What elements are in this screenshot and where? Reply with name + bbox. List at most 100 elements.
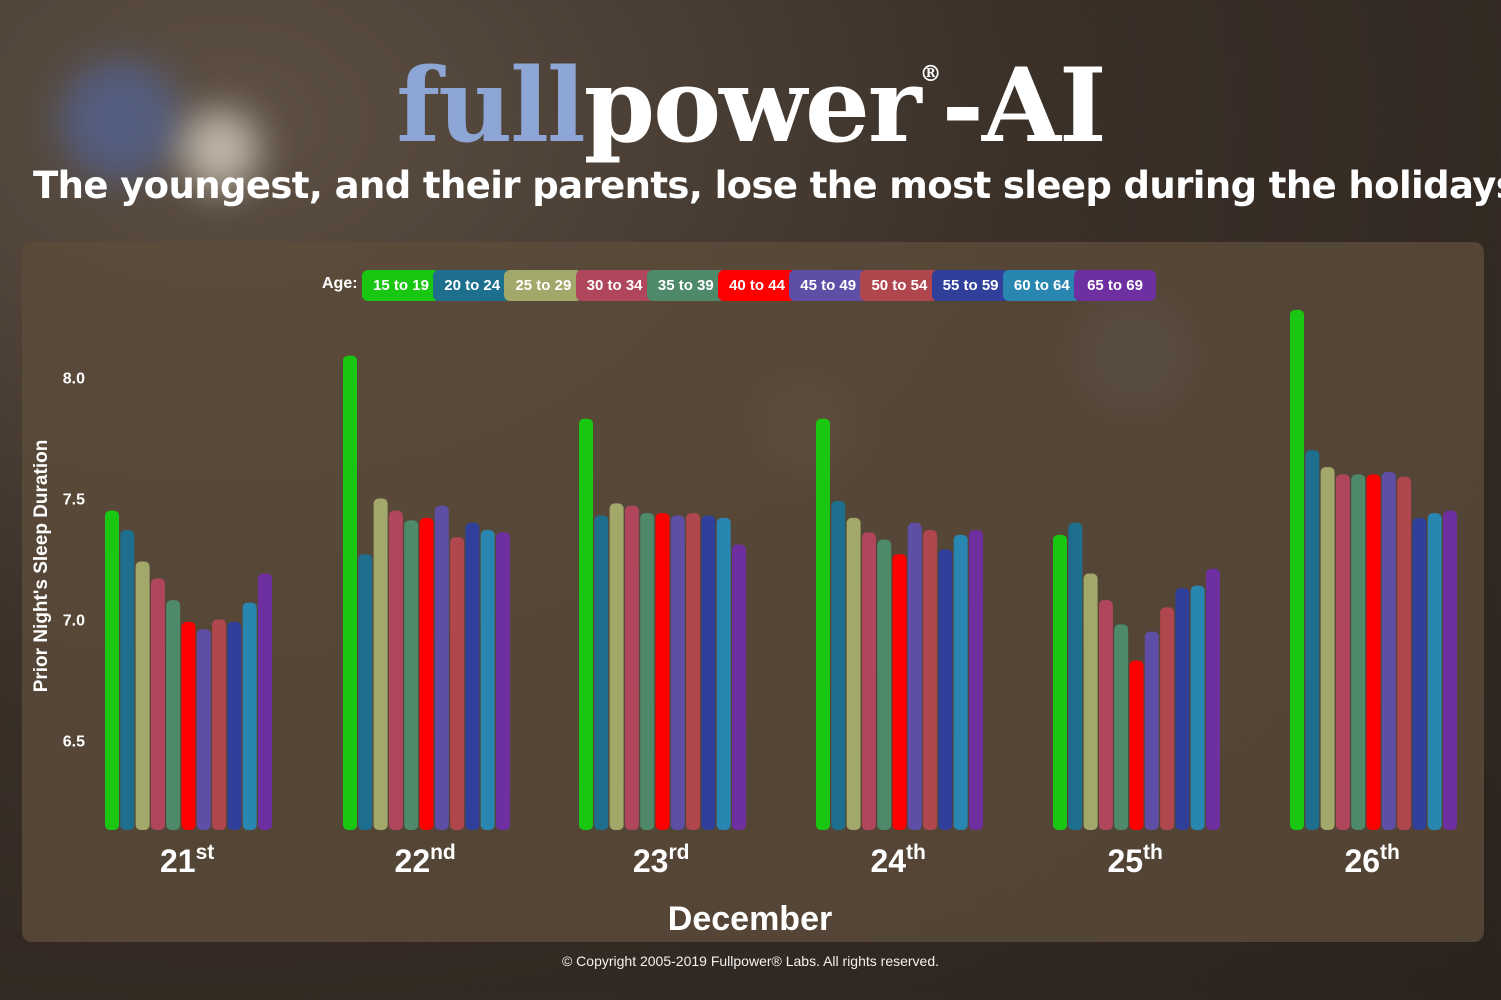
bar bbox=[892, 554, 907, 830]
bar bbox=[150, 578, 165, 830]
bar bbox=[670, 515, 685, 830]
bokeh-light bbox=[60, 60, 180, 180]
x-tick-label: 21st bbox=[160, 841, 214, 879]
bar bbox=[1290, 309, 1304, 830]
y-axis-label: Prior Night's Sleep Duration bbox=[31, 440, 52, 693]
bar bbox=[373, 498, 388, 830]
legend-chip: 45 to 49 bbox=[789, 270, 868, 301]
bar bbox=[923, 530, 938, 830]
x-tick-label: 26th bbox=[1344, 841, 1399, 879]
bar bbox=[861, 532, 876, 830]
bar bbox=[227, 621, 242, 830]
bar bbox=[701, 515, 716, 830]
bar bbox=[1175, 588, 1190, 830]
bar bbox=[1351, 474, 1366, 830]
legend-chip: 55 to 59 bbox=[931, 270, 1010, 301]
bar bbox=[969, 530, 983, 830]
legend-chip: 20 to 24 bbox=[433, 270, 512, 301]
bar bbox=[450, 537, 465, 830]
bar bbox=[1190, 585, 1205, 830]
bar bbox=[846, 517, 861, 830]
legend-chip: 60 to 64 bbox=[1002, 270, 1081, 301]
bar bbox=[1160, 607, 1175, 830]
bar bbox=[135, 561, 150, 830]
bar bbox=[1053, 534, 1067, 830]
x-tick-label: 23rd bbox=[633, 841, 690, 879]
bar bbox=[358, 554, 373, 830]
brand-logo-part1: full bbox=[396, 46, 586, 166]
bar bbox=[1098, 600, 1113, 830]
bokeh-light bbox=[180, 110, 260, 190]
x-tick-label: 24th bbox=[870, 841, 925, 879]
bar bbox=[212, 619, 227, 830]
legend-chip: 15 to 19 bbox=[362, 270, 440, 301]
bar bbox=[1114, 624, 1129, 830]
bar bbox=[1397, 476, 1412, 830]
bar bbox=[1412, 517, 1427, 830]
bar bbox=[1366, 474, 1381, 830]
bar bbox=[1443, 510, 1457, 830]
bar bbox=[1381, 471, 1396, 830]
bar bbox=[877, 539, 892, 830]
bar bbox=[196, 629, 211, 830]
bar bbox=[716, 517, 731, 830]
bar bbox=[624, 505, 639, 830]
bar bbox=[434, 505, 449, 830]
brand-logo: fullpower®-AI bbox=[0, 14, 1501, 166]
legend-chip: 65 to 69 bbox=[1074, 270, 1156, 301]
bar bbox=[1068, 522, 1083, 830]
headline: The youngest, and their parents, lose th… bbox=[33, 164, 1501, 207]
bar bbox=[258, 573, 272, 830]
bar bbox=[1335, 474, 1350, 830]
bar bbox=[1427, 513, 1442, 830]
y-tick-label: 6.5 bbox=[63, 733, 85, 750]
legend-chip: 50 to 54 bbox=[860, 270, 939, 301]
registered-mark: ® bbox=[919, 61, 942, 87]
y-tick-label: 7.5 bbox=[63, 492, 85, 509]
bar bbox=[594, 515, 609, 830]
bar bbox=[1129, 660, 1144, 830]
bar bbox=[166, 600, 181, 830]
legend-title: Age: bbox=[322, 275, 358, 292]
bar bbox=[419, 517, 434, 830]
bar bbox=[732, 544, 746, 830]
bar bbox=[686, 513, 701, 830]
bar bbox=[465, 522, 480, 830]
bar bbox=[816, 418, 830, 830]
legend-chip: 25 to 29 bbox=[504, 270, 583, 301]
bar bbox=[579, 418, 593, 830]
bar bbox=[120, 530, 135, 830]
bar bbox=[388, 510, 403, 830]
bar bbox=[343, 355, 357, 830]
bar bbox=[831, 500, 846, 830]
bar bbox=[655, 513, 670, 830]
y-tick-label: 8.0 bbox=[63, 371, 85, 388]
x-tick-label: 22nd bbox=[395, 841, 456, 879]
bar bbox=[1083, 573, 1098, 830]
x-tick-label: 25th bbox=[1107, 841, 1162, 879]
bar bbox=[242, 602, 257, 830]
brand-logo-part2: power bbox=[583, 46, 922, 166]
y-tick-label: 7.0 bbox=[63, 613, 85, 630]
legend: Age: 15 to 19 20 to 24 25 to 29 30 to 34 35 … bbox=[0, 270, 1501, 302]
bar bbox=[640, 513, 655, 830]
bar bbox=[404, 520, 419, 830]
legend-chip: 35 to 39 bbox=[646, 270, 725, 301]
legend-chip: 30 to 34 bbox=[575, 270, 654, 301]
copyright-footer: © Copyright 2005-2019 Fullpower® Labs. A… bbox=[561, 953, 940, 969]
brand-logo-part3: -AI bbox=[941, 46, 1107, 166]
bar bbox=[938, 549, 953, 830]
bar bbox=[105, 510, 119, 830]
x-axis-label: December bbox=[668, 900, 832, 938]
bar bbox=[907, 522, 922, 830]
bar bbox=[609, 503, 624, 830]
bar bbox=[953, 534, 968, 830]
bar bbox=[496, 532, 510, 830]
bar bbox=[1320, 467, 1335, 830]
bar bbox=[181, 621, 196, 830]
bar bbox=[1206, 568, 1220, 830]
bar bbox=[1144, 631, 1159, 830]
bar bbox=[480, 530, 495, 830]
legend-chip: 40 to 44 bbox=[718, 270, 796, 301]
